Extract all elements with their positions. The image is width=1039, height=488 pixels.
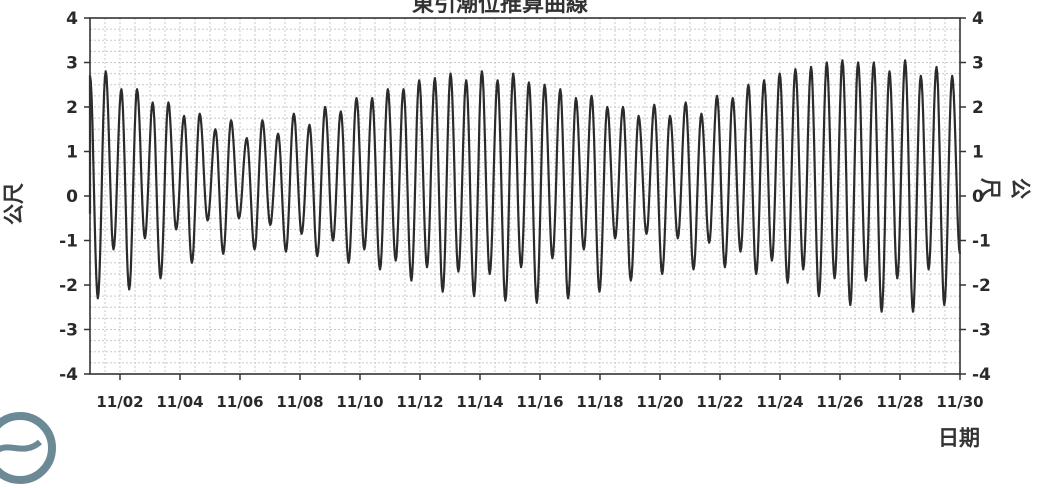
y-tick-label-left: 3 — [66, 54, 78, 74]
series-line-tide — [88, 59, 962, 313]
x-tick-label: 11/18 — [576, 393, 623, 411]
tide-plot: -4 -4 -3 -3 -2 -2 -1 -1 0 0 1 1 2 2 3 3 4 4 11/02 11/04 11/0… — [59, 9, 991, 411]
y-tick-label-left: -1 — [59, 232, 78, 252]
logo-icon — [0, 412, 56, 484]
x-tick-label: 11/22 — [696, 393, 743, 411]
y-tick-label-right: 3 — [972, 54, 984, 74]
y-tick-label-left: 1 — [66, 143, 78, 163]
y-tick-label-left: -3 — [59, 321, 78, 341]
y-tick-label-right: -3 — [972, 321, 991, 341]
x-tick-label: 11/04 — [156, 393, 203, 411]
x-tick-label: 11/14 — [456, 393, 503, 411]
y-axis-label-right: 公尺 — [978, 178, 1032, 199]
x-tick-label: 11/12 — [396, 393, 443, 411]
y-tick-label-left: 4 — [66, 9, 78, 29]
y-tick-label-right: -4 — [972, 365, 991, 385]
y-tick-label-right: 4 — [972, 9, 984, 29]
x-tick-label: 11/08 — [276, 393, 323, 411]
x-axis-label: 日期 — [938, 426, 980, 450]
y-tick-label-left: -4 — [59, 365, 78, 385]
y-tick-label-right: 0 — [972, 187, 984, 207]
y-tick-label-left: -2 — [59, 276, 78, 296]
y-tick-label-right: 1 — [972, 143, 984, 163]
chart-title: 東引潮位推算曲線 — [411, 0, 588, 17]
y-axis-label-left: 公尺 — [2, 183, 26, 225]
x-tick-label: 11/02 — [96, 393, 143, 411]
plot-frame — [89, 17, 961, 375]
y-tick-label-right: -1 — [972, 232, 991, 252]
x-tick-label: 11/30 — [936, 393, 983, 411]
x-tick-label: 11/28 — [876, 393, 923, 411]
x-tick-label: 11/06 — [216, 393, 263, 411]
x-tick-label: 11/10 — [336, 393, 383, 411]
y-tick-label-left: 2 — [66, 98, 78, 118]
x-tick-label: 11/16 — [516, 393, 563, 411]
x-tick-label: 11/24 — [756, 393, 803, 411]
x-tick-label: 11/26 — [816, 393, 863, 411]
y-tick-label-right: 2 — [972, 98, 984, 118]
y-tick-label-right: -2 — [972, 276, 991, 296]
y-tick-label-left: 0 — [66, 187, 78, 207]
x-tick-label: 11/20 — [636, 393, 683, 411]
